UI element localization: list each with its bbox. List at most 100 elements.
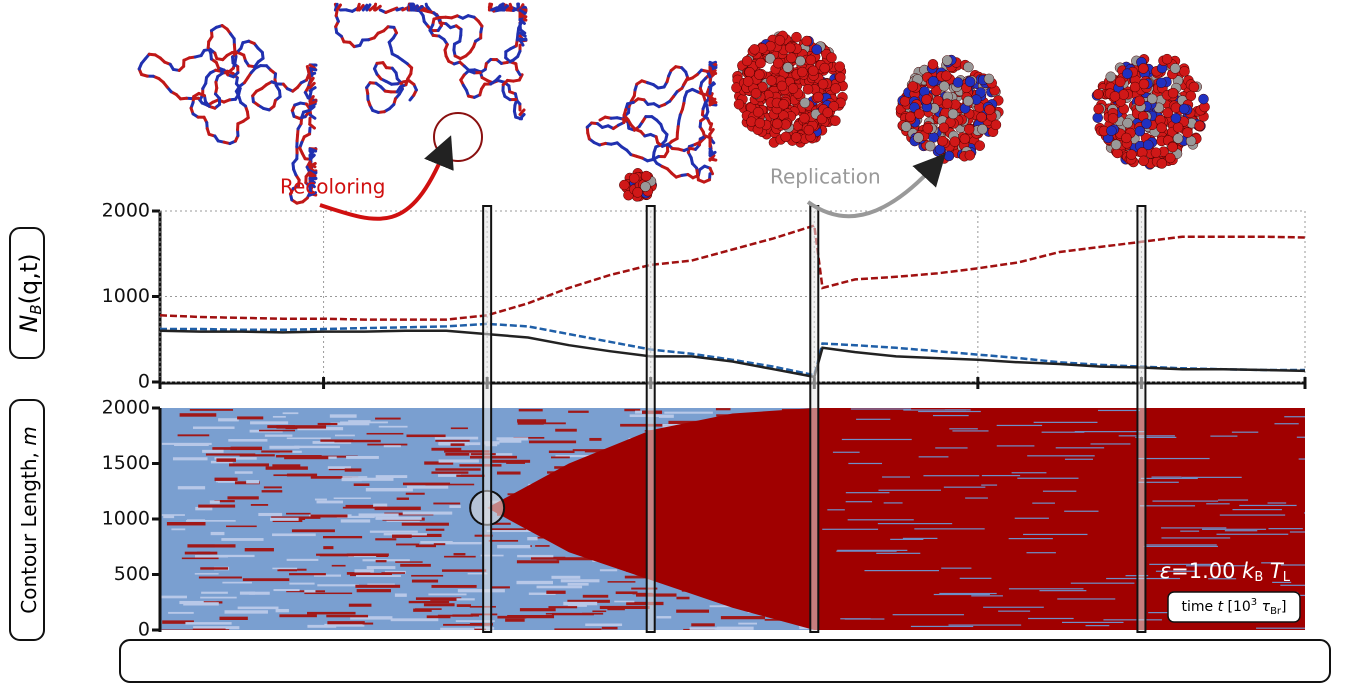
texture-stripe bbox=[168, 611, 194, 614]
texture-stripe bbox=[1135, 436, 1177, 438]
texture-stripe bbox=[876, 552, 921, 554]
bead bbox=[805, 54, 817, 66]
bead bbox=[834, 61, 845, 72]
chain-segment bbox=[389, 6, 399, 12]
texture-stripe bbox=[396, 543, 420, 546]
texture-stripe bbox=[519, 608, 556, 612]
texture-stripe bbox=[1161, 527, 1227, 529]
chain-segment bbox=[511, 6, 521, 12]
texture-stripe bbox=[273, 474, 307, 477]
bead bbox=[941, 70, 952, 82]
texture-stripe bbox=[336, 515, 375, 518]
texture-stripe bbox=[1090, 443, 1131, 445]
texture-stripe bbox=[850, 408, 912, 410]
texture-stripe bbox=[392, 534, 412, 538]
texture-stripe bbox=[258, 512, 283, 517]
texture-stripe bbox=[227, 496, 259, 500]
texture-stripe bbox=[340, 519, 371, 523]
texture-stripe bbox=[452, 614, 473, 617]
texture-stripe bbox=[179, 413, 217, 417]
texture-stripe bbox=[323, 546, 334, 550]
texture-stripe bbox=[185, 520, 236, 522]
texture-stripe bbox=[317, 422, 338, 426]
texture-stripe bbox=[286, 437, 331, 440]
texture-stripe bbox=[882, 476, 911, 478]
bead bbox=[811, 44, 823, 55]
texture-stripe bbox=[334, 439, 381, 443]
texture-stripe bbox=[405, 492, 425, 495]
bead bbox=[1156, 158, 1168, 169]
texture-stripe bbox=[289, 573, 326, 576]
texture bbox=[160, 408, 1305, 630]
texture-stripe bbox=[1261, 562, 1280, 564]
bead bbox=[964, 150, 976, 161]
texture-stripe bbox=[435, 468, 481, 471]
y-axis-label: NB(q,t) bbox=[15, 253, 45, 332]
texture-stripe bbox=[328, 468, 353, 471]
texture-stripe bbox=[275, 608, 289, 613]
texture-stripe bbox=[1217, 499, 1249, 501]
bead bbox=[776, 80, 788, 92]
y-tick-label: 0 bbox=[138, 619, 150, 641]
bead bbox=[772, 57, 784, 69]
texture-stripe bbox=[210, 554, 255, 558]
texture-stripe bbox=[563, 601, 598, 606]
chain-segment bbox=[307, 105, 316, 112]
texture-stripe bbox=[1181, 476, 1242, 478]
texture-stripe bbox=[545, 612, 581, 615]
texture-stripe bbox=[496, 471, 521, 475]
bead bbox=[1122, 117, 1133, 129]
texture-stripe bbox=[1206, 503, 1230, 505]
texture-stripe bbox=[310, 514, 348, 518]
texture-stripe bbox=[883, 502, 903, 504]
texture-stripe bbox=[1152, 500, 1219, 502]
texture-stripe bbox=[390, 618, 439, 622]
texture-stripe bbox=[517, 554, 554, 558]
texture-stripe bbox=[1180, 530, 1200, 532]
series-line bbox=[159, 223, 1306, 321]
texture-stripe bbox=[348, 603, 372, 607]
bead bbox=[1092, 112, 1103, 123]
chain-segment bbox=[708, 92, 714, 101]
annotation-box bbox=[1167, 591, 1301, 623]
texture-stripe bbox=[1280, 584, 1305, 586]
bead bbox=[744, 67, 755, 78]
texture-stripe bbox=[827, 509, 845, 511]
bead bbox=[1107, 113, 1119, 124]
texture-stripe bbox=[396, 497, 409, 500]
chain-segment bbox=[308, 176, 316, 185]
texture-stripe bbox=[455, 620, 495, 623]
bead bbox=[914, 108, 925, 120]
bead bbox=[786, 52, 797, 63]
texture-stripe bbox=[244, 548, 274, 552]
texture-stripe bbox=[923, 475, 980, 477]
chain-segment bbox=[308, 102, 317, 109]
bead bbox=[1138, 63, 1149, 74]
texture-stripe bbox=[488, 539, 519, 542]
bead bbox=[799, 97, 811, 109]
texture-stripe bbox=[431, 471, 469, 474]
bead bbox=[913, 132, 924, 143]
bead bbox=[750, 88, 762, 99]
highlight-column bbox=[809, 205, 820, 633]
texture-stripe bbox=[234, 471, 253, 474]
texture-stripe bbox=[1008, 537, 1053, 540]
texture-stripe bbox=[342, 476, 368, 478]
texture-stripe bbox=[601, 626, 618, 630]
texture-stripe bbox=[1210, 435, 1238, 437]
bead bbox=[749, 44, 760, 55]
y-tick-label: 0 bbox=[138, 371, 150, 393]
texture-stripe bbox=[324, 623, 365, 627]
highlight-column bbox=[1136, 205, 1147, 633]
bead bbox=[822, 107, 833, 118]
y-tick-label: 1500 bbox=[102, 452, 150, 474]
texture-stripe bbox=[431, 584, 477, 588]
texture-stripe bbox=[327, 621, 365, 625]
texture-stripe bbox=[1164, 629, 1198, 630]
chain-segment bbox=[518, 38, 525, 47]
texture-stripe bbox=[822, 528, 879, 530]
texture-stripe bbox=[1299, 592, 1305, 596]
texture-stripe bbox=[282, 412, 299, 415]
texture-stripe bbox=[981, 474, 1021, 477]
